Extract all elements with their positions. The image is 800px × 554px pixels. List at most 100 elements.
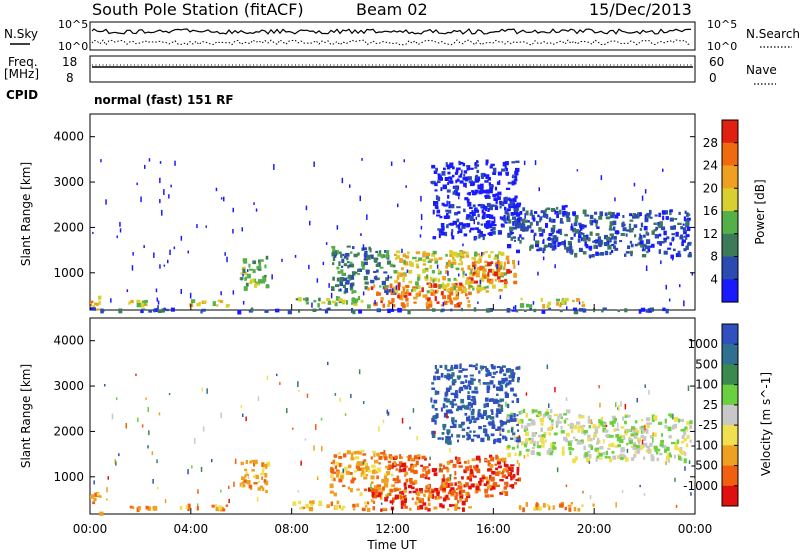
heatmap-cell <box>545 223 548 228</box>
heatmap-cell <box>391 298 395 303</box>
heatmap-cell <box>437 496 443 499</box>
heatmap-cell <box>578 425 582 429</box>
heatmap-cell <box>500 472 504 475</box>
heatmap-cell <box>484 224 487 228</box>
heatmap-cell <box>593 308 596 313</box>
heatmap-cell <box>469 465 473 469</box>
heatmap-cell <box>587 415 590 421</box>
heatmap-cell <box>530 450 535 455</box>
heatmap-cell <box>431 180 436 185</box>
heatmap-cell <box>686 245 689 250</box>
heatmap-cell <box>467 176 472 181</box>
heatmap-cell <box>436 368 439 373</box>
heatmap-cell <box>501 201 505 207</box>
heatmap-cell <box>496 408 501 413</box>
heatmap-cell <box>413 288 417 292</box>
heatmap-cell <box>501 490 506 493</box>
heatmap-cell <box>626 229 630 232</box>
heatmap-cell <box>252 260 257 265</box>
heatmap-cell <box>438 233 441 238</box>
heatmap-cell <box>451 417 455 423</box>
heatmap-cell <box>517 217 521 222</box>
heatmap-cell <box>641 425 646 429</box>
heatmap-cell <box>456 206 461 209</box>
heatmap-cell <box>687 385 690 391</box>
heatmap-cell <box>461 169 463 175</box>
heatmap-cell <box>434 289 438 294</box>
heatmap-cell <box>227 304 230 307</box>
heatmap-cell <box>428 491 433 494</box>
heatmap-cell <box>570 502 573 505</box>
heatmap-cell <box>511 400 514 403</box>
heatmap-cell <box>598 241 603 247</box>
heatmap-cell <box>513 264 516 269</box>
heatmap-cell <box>476 284 480 288</box>
heatmap-cell <box>348 264 352 268</box>
heatmap-cell <box>531 437 534 442</box>
heatmap-cell <box>454 394 459 399</box>
heatmap-cell <box>431 252 436 257</box>
heatmap-cell <box>503 373 507 377</box>
heatmap-cell <box>431 417 436 423</box>
heatmap-cell <box>566 306 568 311</box>
heatmap-cell <box>336 500 340 505</box>
heatmap-cell <box>251 469 255 472</box>
heatmap-cell <box>418 257 423 261</box>
heatmap-cell <box>145 397 147 400</box>
heatmap-cell <box>157 309 162 313</box>
heatmap-cell <box>488 254 491 258</box>
heatmap-cell <box>482 266 485 270</box>
heatmap-cell <box>454 304 458 308</box>
heatmap-cell <box>340 475 344 479</box>
heatmap-cell <box>315 424 317 431</box>
heatmap-cell <box>455 491 458 497</box>
heatmap-cell <box>131 506 135 509</box>
heatmap-cell <box>505 416 510 421</box>
heatmap-cell <box>453 364 459 370</box>
heatmap-cell <box>449 474 452 480</box>
heatmap-cell <box>579 441 584 445</box>
heatmap-cell <box>461 476 464 480</box>
heatmap-cell <box>467 391 470 395</box>
heatmap-cell <box>365 286 369 290</box>
heatmap-cell <box>528 304 533 308</box>
heatmap-cell <box>469 268 473 271</box>
heatmap-cell <box>497 458 502 462</box>
heatmap-cell <box>569 450 572 455</box>
heatmap-cell <box>249 280 253 285</box>
heatmap-cell <box>499 491 504 495</box>
heatmap-cell <box>592 503 595 507</box>
heatmap-cell <box>436 497 441 500</box>
heatmap-cell <box>449 504 453 507</box>
heatmap-cell <box>313 299 317 303</box>
heatmap-cell <box>629 219 634 222</box>
heatmap-cell <box>390 308 395 312</box>
heatmap-cell <box>634 214 638 219</box>
heatmap-cell <box>478 370 481 374</box>
heatmap-cell <box>489 494 494 498</box>
heatmap-cell <box>483 366 487 368</box>
heatmap-cell <box>466 385 469 390</box>
heatmap-cell <box>445 494 449 499</box>
heatmap-cell <box>586 234 589 239</box>
heatmap-cell <box>492 167 497 173</box>
heatmap-cell <box>599 245 602 248</box>
heatmap-cell <box>482 382 486 385</box>
heatmap-cell <box>457 484 461 489</box>
heatmap-cell <box>560 426 563 430</box>
heatmap-cell <box>539 219 542 223</box>
heatmap-cell <box>457 211 461 214</box>
heatmap-cell <box>387 274 389 280</box>
heatmap-cell <box>506 269 511 274</box>
heatmap-cell <box>422 466 427 471</box>
heatmap-cell <box>460 261 463 266</box>
heatmap-cell <box>326 505 330 508</box>
heatmap-cell <box>581 232 585 235</box>
heatmap-cell <box>497 196 501 201</box>
heatmap-cell <box>516 249 520 254</box>
heatmap-cell <box>514 305 517 311</box>
heatmap-cell <box>503 283 508 289</box>
heatmap-cell <box>686 217 691 221</box>
heatmap-cell <box>426 269 428 272</box>
